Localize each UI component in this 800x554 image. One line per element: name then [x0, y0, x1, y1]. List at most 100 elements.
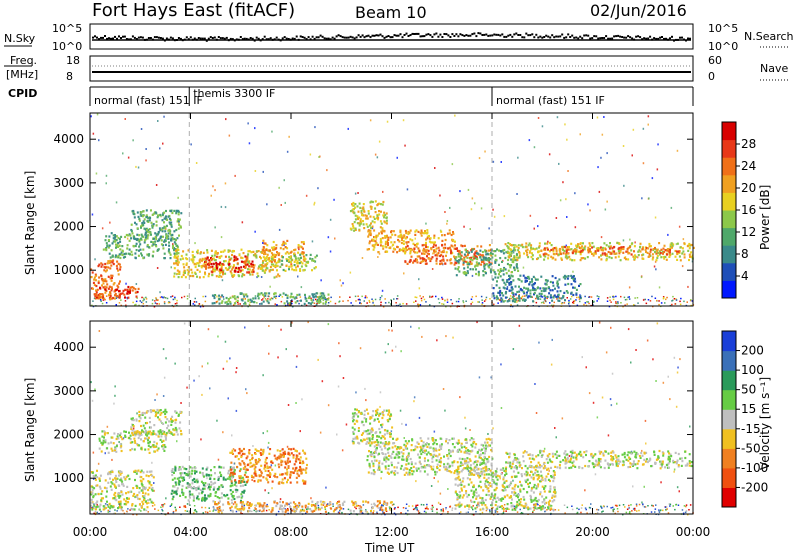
- range-gate-cell: [579, 242, 582, 245]
- clutter-cell: [226, 303, 228, 306]
- range-gate-cell: [160, 412, 163, 415]
- noise-cell: [500, 407, 503, 409]
- range-gate-cell: [488, 244, 491, 247]
- range-gate-cell: [483, 265, 486, 268]
- noise-cell: [200, 438, 202, 441]
- range-gate-cell: [211, 274, 214, 277]
- range-gate-cell: [213, 270, 216, 273]
- range-gate-cell: [475, 252, 478, 255]
- range-gate-cell: [131, 429, 134, 432]
- range-gate-cell: [532, 247, 535, 250]
- range-gate-cell: [138, 503, 141, 506]
- range-gate-cell: [120, 477, 123, 480]
- range-gate-cell: [562, 294, 565, 298]
- clutter-cell: [537, 503, 539, 506]
- clutter-cell: [298, 302, 300, 305]
- range-gate-cell: [475, 261, 478, 264]
- clutter-cell: [327, 302, 330, 304]
- range-gate-cell: [92, 287, 94, 290]
- range-gate-cell: [263, 251, 266, 254]
- clutter-cell: [143, 299, 145, 301]
- clutter-cell: [451, 509, 453, 511]
- range-gate-cell: [556, 284, 559, 287]
- clutter-cell: [492, 506, 494, 509]
- noise-cell: [418, 416, 421, 419]
- nsky-point: [607, 37, 610, 40]
- nsky-point: [187, 38, 190, 41]
- clutter-cell: [145, 298, 148, 300]
- nsky-point: [291, 37, 294, 40]
- range-gate-cell: [163, 257, 166, 260]
- range-gate-cell: [465, 250, 468, 253]
- range-gate-cell: [192, 256, 195, 259]
- range-gate-cell: [463, 260, 466, 263]
- noise-cell: [337, 385, 340, 388]
- clutter-cell: [174, 296, 176, 299]
- range-gate-cell: [117, 507, 119, 510]
- noise-cell: [91, 399, 94, 402]
- nsky-point: [209, 36, 212, 39]
- clutter-cell: [666, 296, 668, 299]
- clutter-cell: [596, 511, 599, 514]
- range-gate-cell: [175, 261, 178, 264]
- noise-cell: [451, 163, 454, 166]
- range-gate-cell: [91, 508, 94, 511]
- clutter-cell: [161, 296, 163, 298]
- range-gate-cell: [422, 252, 425, 255]
- range-gate-cell: [269, 298, 272, 301]
- range-gate-cell: [148, 219, 151, 222]
- range-gate-cell: [400, 248, 403, 251]
- range-gate-cell: [94, 279, 97, 282]
- clutter-cell: [597, 509, 600, 511]
- range-gate-cell: [153, 424, 156, 427]
- range-gate-cell: [434, 250, 437, 253]
- nsky-point: [122, 35, 124, 38]
- nsky-point: [92, 36, 94, 39]
- range-gate-cell: [171, 420, 174, 423]
- range-gate-cell: [182, 271, 185, 274]
- range-gate-cell: [526, 276, 529, 279]
- range-gate-cell: [382, 214, 385, 217]
- range-gate-cell: [496, 280, 498, 283]
- range-gate-cell: [140, 476, 143, 479]
- range-gate-cell: [262, 246, 265, 249]
- noise-cell: [271, 130, 273, 133]
- clutter-cell: [134, 304, 136, 306]
- clutter-cell: [622, 504, 625, 506]
- range-gate-cell: [409, 250, 412, 253]
- range-gate-cell: [117, 254, 120, 257]
- range-gate-cell: [409, 249, 412, 252]
- nsky-point: [587, 34, 590, 37]
- range-gate-cell: [304, 297, 307, 300]
- range-gate-cell: [155, 220, 158, 223]
- clutter-cell: [342, 508, 345, 510]
- range-gate-cell: [95, 284, 98, 288]
- range-gate-cell: [359, 218, 362, 221]
- range-gate-cell: [575, 250, 578, 253]
- range-gate-cell: [476, 258, 479, 261]
- clutter-cell: [102, 299, 105, 301]
- clutter-cell: [92, 305, 95, 308]
- range-gate-cell: [367, 230, 370, 233]
- clutter-cell: [630, 504, 632, 506]
- nsky-point: [171, 37, 174, 40]
- range-gate-cell: [110, 232, 113, 235]
- range-gate-cell: [233, 302, 236, 305]
- range-gate-cell: [579, 253, 582, 256]
- range-gate-cell: [265, 266, 268, 269]
- range-gate-cell: [126, 485, 129, 488]
- range-gate-cell: [260, 292, 263, 295]
- range-gate-cell: [625, 258, 627, 261]
- range-gate-cell: [409, 258, 412, 262]
- range-gate-cell: [127, 292, 130, 295]
- power-scale-label: Power [dB]: [758, 185, 772, 250]
- clutter-cell: [457, 300, 460, 303]
- clutter-cell: [420, 299, 423, 302]
- range-gate-cell: [592, 254, 595, 257]
- range-gate-cell: [371, 200, 374, 204]
- range-gate-cell: [400, 233, 403, 236]
- range-gate-cell: [252, 254, 255, 257]
- range-gate-cell: [544, 287, 547, 290]
- clutter-cell: [382, 512, 384, 514]
- range-gate-cell: [409, 252, 412, 255]
